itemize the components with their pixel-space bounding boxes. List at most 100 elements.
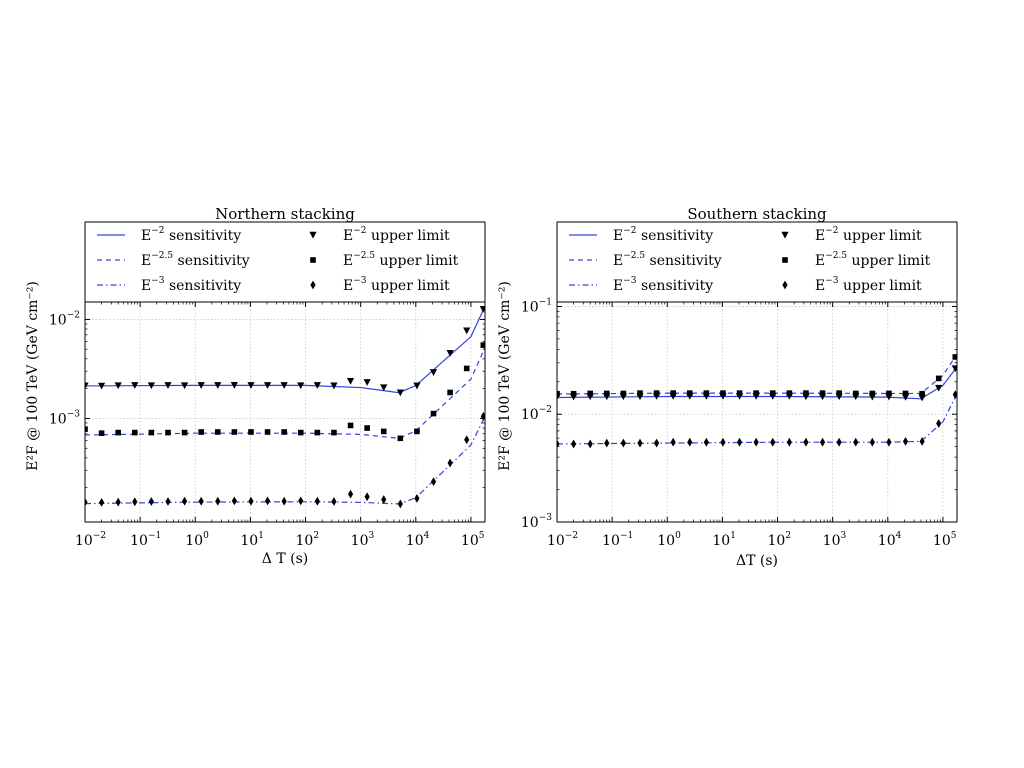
legend-label-rest: sensitivity (645, 253, 722, 269)
x-tick-label-base: 10 (461, 533, 479, 549)
y-axis-label: E²F @ 100 TeV (GeV cm⁻²) (497, 281, 513, 471)
triangle-point (197, 382, 205, 389)
y-tick-label-base: 10 (49, 411, 67, 427)
x-tick-label: 10−2 (75, 531, 106, 549)
series-square-markers (557, 354, 957, 397)
diamond-point (464, 435, 470, 445)
x-tick-label-base: 10 (240, 533, 258, 549)
triangle-point (446, 350, 454, 357)
legend-label-rest: upper limit (367, 228, 451, 244)
legend-label-base: E (343, 228, 353, 244)
triangle-point (330, 382, 338, 390)
diamond-point (165, 497, 171, 506)
legend-entry: E−3 upper limit (782, 276, 922, 294)
legend-label-exponent: −2 (623, 226, 636, 236)
square-point (852, 390, 859, 397)
legend-label-base: E (815, 228, 825, 244)
legend-label: E−2.5 upper limit (343, 251, 459, 269)
square-point (148, 429, 155, 436)
square-point (637, 390, 643, 396)
square-point (314, 429, 321, 436)
x-tick-label-exponent: 4 (896, 531, 902, 541)
triangle-point (164, 382, 172, 389)
y-tick-label-exponent: −2 (539, 405, 552, 415)
diamond-point (298, 496, 304, 506)
triangle-point (313, 382, 321, 389)
diamond-point (132, 497, 138, 507)
y-tick-label-exponent: −1 (539, 297, 552, 307)
x-tick-label: 10−1 (602, 531, 633, 549)
square-point (380, 428, 387, 435)
x-tick-label-exponent: 1 (258, 531, 264, 541)
x-tick-label: 10−1 (130, 531, 161, 549)
y-tick-label-base: 10 (521, 299, 539, 315)
square-point (886, 390, 892, 397)
x-tick-label-exponent: 2 (785, 531, 791, 541)
legend-swatch-diamond (310, 280, 316, 290)
series-triangle-markers (85, 305, 485, 397)
diamond-point (587, 439, 593, 449)
series-dashdot-line (557, 393, 957, 445)
x-tick-label-base: 10 (768, 533, 786, 549)
triangle-point (114, 382, 122, 390)
legend-label: E−2 upper limit (343, 226, 450, 244)
x-tick-label-base: 10 (878, 533, 896, 549)
triangle-point (85, 382, 89, 390)
legend-swatch-triangle (781, 231, 789, 239)
square-point (703, 390, 710, 396)
diamond-point (347, 489, 354, 499)
legend-label-base: E (343, 253, 353, 269)
minor-ticks (557, 302, 957, 522)
square-point (736, 390, 743, 396)
y-tick-label-base: 10 (521, 515, 539, 531)
triangle-point (263, 382, 272, 389)
x-tick-label-exponent: 5 (951, 531, 957, 541)
legend-label-base: E (141, 253, 151, 269)
legend-label: E−2.5 sensitivity (613, 251, 722, 269)
x-tick-label-exponent: −2 (93, 531, 106, 541)
legend-label-exponent: −3 (353, 276, 367, 286)
x-tick-label-base: 10 (547, 533, 565, 549)
series-diamond-markers (557, 390, 957, 449)
legend-label: E−2.5 sensitivity (141, 251, 250, 269)
legend-label-rest: upper limit (839, 278, 923, 294)
legend-entry: E−2.5 sensitivity (97, 251, 250, 269)
triangle-point (131, 382, 139, 389)
diamond-point (620, 438, 626, 448)
square-point (686, 390, 693, 396)
y-tick-label: 10−2 (49, 310, 80, 328)
y-tick-label-base: 10 (521, 407, 539, 423)
triangle-point (280, 382, 288, 389)
square-point (952, 354, 957, 360)
square-point (297, 429, 304, 436)
legend-label-exponent: −3 (151, 276, 165, 286)
diamond-point (215, 496, 221, 506)
x-tick-label-exponent: 1 (730, 531, 736, 541)
diamond-point (786, 437, 792, 447)
grid (84, 302, 485, 522)
square-point (98, 430, 105, 436)
diamond-point (637, 438, 643, 448)
legend-label-rest: upper limit (367, 278, 451, 294)
legend-label-exponent: −3 (825, 276, 839, 286)
plot-area (557, 353, 957, 449)
diamond-point (181, 496, 188, 506)
square-point (198, 429, 204, 435)
diamond-point (364, 492, 370, 502)
x-tick-label-exponent: 2 (313, 531, 319, 541)
diamond-point (281, 496, 287, 506)
diamond-point (85, 497, 88, 507)
triangle-point (380, 384, 388, 392)
square-point (620, 390, 627, 397)
x-tick-label-exponent: 3 (368, 531, 374, 541)
legend-label-base: E (815, 278, 825, 294)
legend-label-exponent: −3 (623, 276, 637, 286)
legend-label-base: E (141, 228, 151, 244)
legend-label: E−2.5 upper limit (815, 251, 931, 269)
diamond-point (381, 495, 387, 504)
x-tick-label-exponent: 5 (479, 531, 485, 541)
y-tick-label-exponent: −3 (539, 513, 553, 523)
square-point (720, 390, 726, 396)
y-tick-label: 10−3 (49, 409, 80, 427)
